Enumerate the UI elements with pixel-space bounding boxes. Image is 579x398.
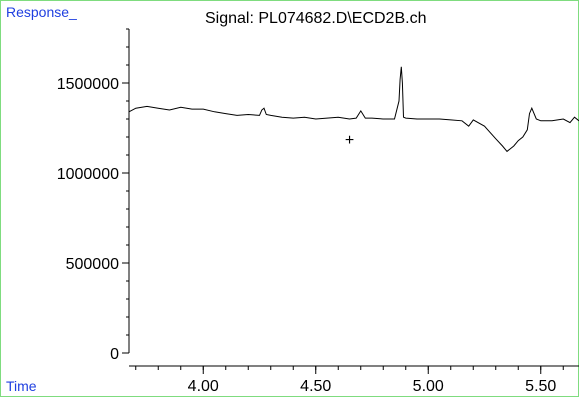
crosshair-marker: + <box>345 132 354 149</box>
y-tick-label: 1000000 <box>57 166 119 183</box>
series <box>128 66 579 153</box>
y-tick-label: 500000 <box>66 256 119 273</box>
y-axis: 0 500000 1000000 1500000 <box>57 28 130 363</box>
signal-trace <box>128 66 579 153</box>
x-tick-label: 5.50 <box>525 378 556 395</box>
annotation: + <box>345 132 354 149</box>
y-tick-label: 1500000 <box>57 76 119 93</box>
x-axis-label: Time <box>6 378 37 394</box>
x-axis: 4.00 4.50 5.00 5.50 <box>129 365 579 395</box>
y-tick-label: 0 <box>110 346 119 363</box>
chart-title: Signal: PL074682.D\ECD2B.ch <box>205 10 427 27</box>
x-tick-label: 4.50 <box>300 378 331 395</box>
y-axis-label: Response_ <box>6 4 77 20</box>
x-tick-label: 4.00 <box>188 378 219 395</box>
x-tick-label: 5.00 <box>413 378 444 395</box>
